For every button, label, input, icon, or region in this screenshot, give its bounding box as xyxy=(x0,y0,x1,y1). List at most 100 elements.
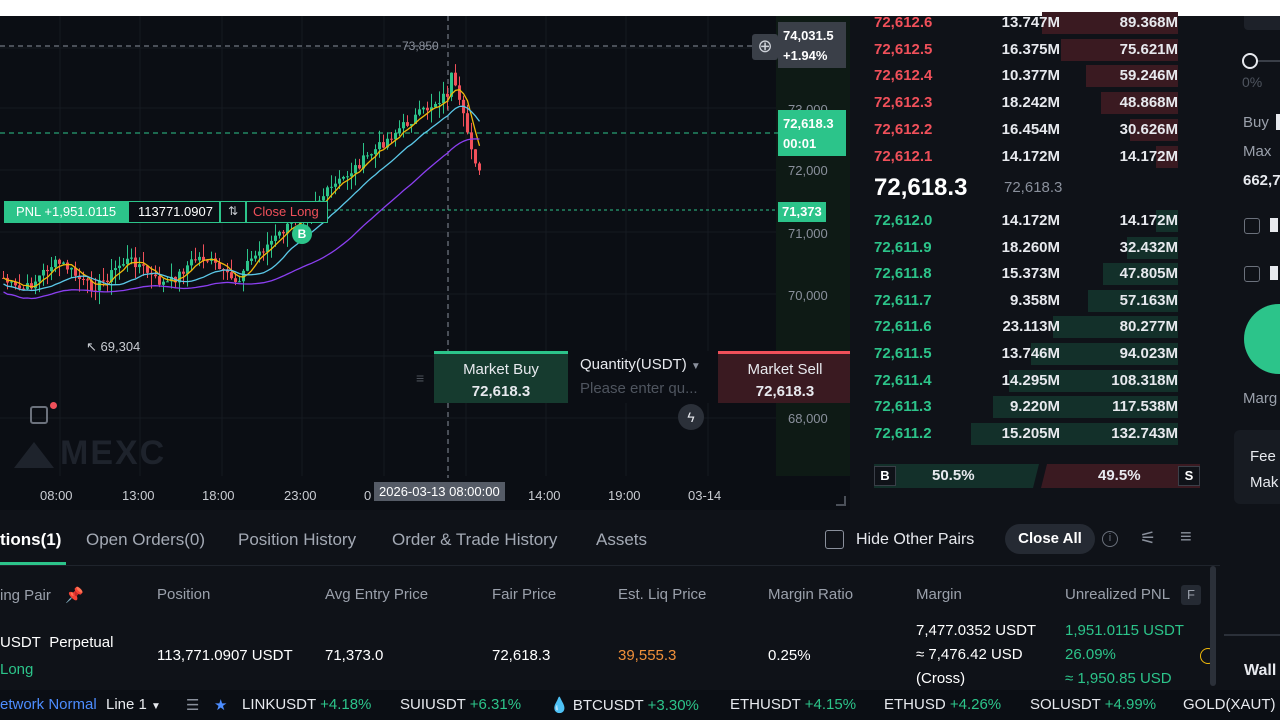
pnl-filter-badge[interactable]: F xyxy=(1181,585,1201,605)
hide-other-pairs-checkbox[interactable] xyxy=(825,530,844,549)
candle-body xyxy=(278,231,281,236)
ticker-item[interactable]: LINKUSDT +4.18% xyxy=(242,696,371,713)
open-long-button[interactable] xyxy=(1244,304,1280,374)
close-all-button[interactable]: Close All xyxy=(1005,524,1095,554)
reverse-position-icon[interactable]: ⇅ xyxy=(220,201,246,223)
candle-body xyxy=(234,278,237,282)
settings-sliders-icon[interactable]: ⚟ xyxy=(1140,528,1157,548)
ticker-list-icon[interactable]: ☰ xyxy=(186,697,200,714)
market-buy-button[interactable]: Market Buy 72,618.3 xyxy=(434,351,568,403)
ask-row[interactable]: 72,612.5 16.375M 75.621M xyxy=(850,37,1200,63)
quantity-input[interactable]: Please enter qu... xyxy=(580,380,698,397)
pin-icon[interactable]: 📌 xyxy=(65,587,84,604)
option-checkbox[interactable] xyxy=(1244,218,1260,234)
candle-body xyxy=(382,142,385,148)
position-line-pnl[interactable]: PNL +1,951.0115 xyxy=(4,201,128,223)
tab-positions[interactable]: tions(1) xyxy=(0,530,62,549)
ask-row[interactable]: 72,612.6 13.747M 89.368M xyxy=(850,10,1200,36)
order-price: 72,611.4 xyxy=(874,371,932,389)
ticker-change: +4.18% xyxy=(320,696,372,713)
ask-row[interactable]: 72,612.3 18.242M 48.868M xyxy=(850,90,1200,116)
quick-trade-drag-handle[interactable]: ≡ xyxy=(416,370,425,386)
price-scale-bg xyxy=(776,16,850,476)
bid-row[interactable]: 72,611.5 13.746M 94.023M xyxy=(850,341,1200,367)
close-long-button[interactable]: Close Long xyxy=(246,201,328,223)
ticker-item[interactable]: SOLUSDT +4.99% xyxy=(1030,696,1156,713)
bid-row[interactable]: 72,611.4 14.295M 108.318M xyxy=(850,368,1200,394)
candle-body xyxy=(86,279,89,281)
candle-body xyxy=(202,256,205,261)
order-quantity: 13.747M xyxy=(1001,14,1060,31)
hide-other-pairs-label[interactable]: Hide Other Pairs xyxy=(856,531,975,548)
candle-body xyxy=(454,72,457,86)
lightning-icon[interactable]: ϟ xyxy=(678,404,704,430)
slider-track[interactable] xyxy=(1250,60,1280,62)
candle-body xyxy=(274,235,277,241)
candlestick-canvas[interactable] xyxy=(0,16,850,510)
tab-assets[interactable]: Assets xyxy=(596,530,648,549)
caret-down-icon: ▼ xyxy=(151,701,161,712)
bid-row[interactable]: 72,611.7 9.358M 57.163M xyxy=(850,288,1200,314)
order-quantity: 16.454M xyxy=(1001,120,1060,138)
candle-body xyxy=(58,259,61,264)
entry-price-badge: 71,373 xyxy=(778,202,826,222)
ask-row[interactable]: 72,612.1 14.172M 14.172M xyxy=(850,144,1200,170)
alarm-icon[interactable] xyxy=(30,406,48,424)
candle-body xyxy=(230,272,233,279)
candle-body xyxy=(438,103,441,105)
candle-body xyxy=(378,142,381,150)
bid-row[interactable]: 72,612.0 14.172M 14.172M xyxy=(850,208,1200,234)
col-position: Position xyxy=(157,586,211,603)
max-label: Max xyxy=(1243,143,1272,160)
order-total: 57.163M xyxy=(1119,291,1178,309)
row-pair[interactable]: USDT Perpetual xyxy=(0,634,113,651)
option-checkbox[interactable] xyxy=(1244,266,1260,282)
ticker-item[interactable]: GOLD(XAUT) xyxy=(1183,696,1276,713)
row-margin-usd: ≈ 7,476.42 USD xyxy=(916,646,1023,663)
favorite-star-icon[interactable]: ★ xyxy=(214,697,228,714)
crosshair-add-icon[interactable]: ⊕ xyxy=(752,34,778,60)
quantity-field[interactable]: Quantity(USDT) ▼ Please enter qu... xyxy=(568,351,718,403)
info-icon[interactable]: i xyxy=(1102,531,1118,547)
tab-open-orders[interactable]: Open Orders(0) xyxy=(86,530,206,549)
ticker-item[interactable]: 💧 BTCUSDT +3.30% xyxy=(550,696,699,714)
time-axis-label: 13:00 xyxy=(122,488,155,503)
tab-order-trade-history[interactable]: Order & Trade History xyxy=(392,530,558,549)
chevron-down-icon[interactable]: ▼ xyxy=(690,361,701,372)
ticker-symbol: LINKUSDT xyxy=(242,696,316,713)
positions-panel: tions(1) Open Orders(0) Position History… xyxy=(0,510,1220,690)
bid-row[interactable]: 72,611.8 15.373M 47.805M xyxy=(850,261,1200,287)
ticker-item[interactable]: ETHUSD +4.26% xyxy=(884,696,1001,713)
depth-bar xyxy=(1103,263,1178,286)
ask-row[interactable]: 72,612.4 10.377M 59.246M xyxy=(850,63,1200,89)
candle-body xyxy=(182,271,185,274)
chart-resize-handle-icon[interactable] xyxy=(836,496,846,506)
line-select[interactable]: Line 1 ▼ xyxy=(106,696,161,713)
order-price: 72,611.7 xyxy=(874,291,932,309)
ticker-change: +4.15% xyxy=(804,696,857,713)
market-sell-button[interactable]: Market Sell 72,618.3 xyxy=(718,351,850,403)
candle-body xyxy=(154,274,157,277)
bid-row[interactable]: 72,611.6 23.113M 80.277M xyxy=(850,314,1200,340)
order-quantity: 10.377M xyxy=(1001,67,1060,85)
candle-body xyxy=(18,285,21,289)
network-status[interactable]: etwork Normal xyxy=(0,696,97,713)
candle-body xyxy=(42,269,45,276)
scrollbar[interactable] xyxy=(1210,566,1216,686)
market-buy-label: Market Buy xyxy=(463,361,539,378)
bid-row[interactable]: 72,611.2 15.205M 132.743M xyxy=(850,421,1200,447)
bid-row[interactable]: 72,611.9 18.260M 32.432M xyxy=(850,235,1200,261)
slider-handle[interactable] xyxy=(1242,53,1258,69)
col-margin: Margin xyxy=(916,586,962,603)
order-price: 72,611.6 xyxy=(874,318,932,336)
tab-position-history[interactable]: Position History xyxy=(238,530,357,549)
candle-body xyxy=(194,259,197,261)
candle-body xyxy=(238,281,241,283)
menu-icon[interactable]: ≡ xyxy=(1180,526,1192,548)
ask-row[interactable]: 72,612.2 16.454M 30.626M xyxy=(850,117,1200,143)
ticker-item[interactable]: ETHUSDT +4.15% xyxy=(730,696,856,713)
ticker-item[interactable]: SUIUSDT +6.31% xyxy=(400,696,521,713)
bid-row[interactable]: 72,611.3 9.220M 117.538M xyxy=(850,394,1200,420)
price-chart[interactable]: MEXC 73,000 72,000 71,000 70,000 68,000 … xyxy=(0,16,850,510)
depth-bar xyxy=(1156,210,1178,232)
